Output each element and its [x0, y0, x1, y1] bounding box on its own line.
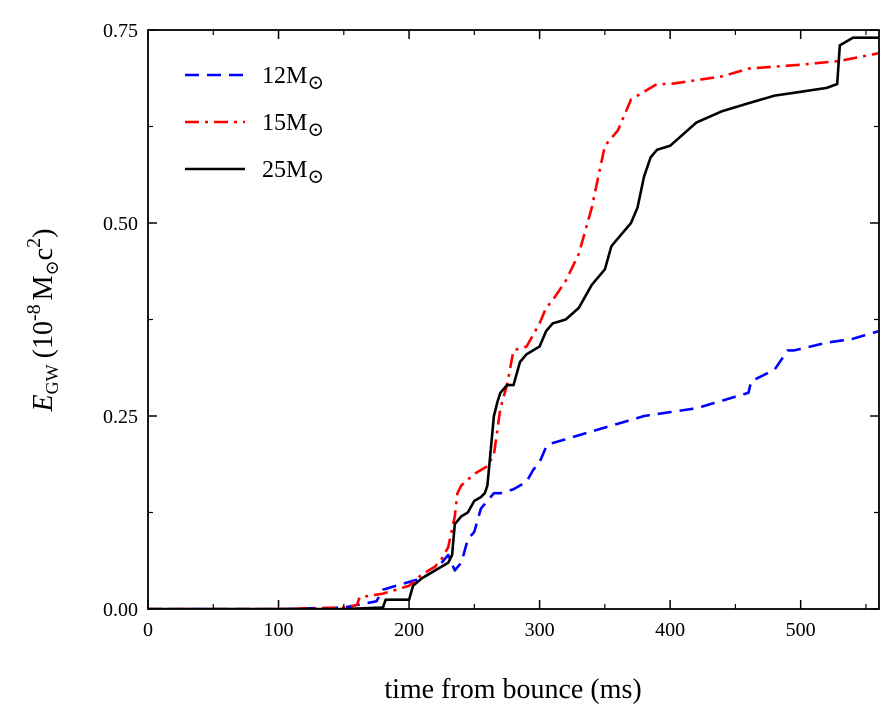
x-tick-label: 500: [786, 619, 816, 641]
y-axis-symbol: E: [28, 394, 59, 412]
x-tick-label: 400: [655, 619, 685, 641]
series-layer: [148, 36, 879, 609]
y-tick-label: 0.00: [103, 599, 138, 621]
y-axis-title: EGW (10-8 M⊙c2): [23, 229, 62, 413]
y-tick-label: 0.50: [103, 213, 138, 235]
y-axis-unit-open: (10: [28, 321, 59, 358]
legend: 12M⊙ 15M⊙ 25M⊙: [185, 63, 324, 188]
legend-label-25m: 25M⊙: [262, 157, 324, 188]
legend-label-12m: 12M⊙: [262, 63, 324, 94]
x-tick-label: 0: [143, 619, 153, 641]
series-line-12m: [148, 329, 879, 609]
y-axis-subscript: GW: [42, 364, 62, 394]
legend-label-15m: 15M⊙: [262, 110, 324, 141]
y-axis-unit-mass: M: [28, 275, 59, 300]
x-tick-label: 100: [264, 619, 294, 641]
x-axis-title: time from bounce (ms): [384, 674, 641, 705]
y-axis-sun-symbol: ⊙: [42, 260, 62, 275]
tick-layer: 0 100 200 300 400 500 0.00 0.25 0.50 0.75: [103, 20, 879, 641]
y-tick-label: 0.75: [103, 20, 138, 42]
x-tick-label: 300: [525, 619, 555, 641]
y-axis-unit-c: c: [28, 248, 59, 260]
y-axis-c-exponent: 2: [23, 238, 45, 248]
y-axis-exponent: -8: [23, 304, 45, 321]
x-tick-label: 200: [394, 619, 424, 641]
plot-frame: [147, 29, 880, 610]
series-line-15m: [148, 51, 879, 609]
y-axis-unit-close: ): [28, 229, 59, 238]
series-line-25m: [148, 36, 879, 609]
y-tick-label: 0.25: [103, 406, 138, 428]
